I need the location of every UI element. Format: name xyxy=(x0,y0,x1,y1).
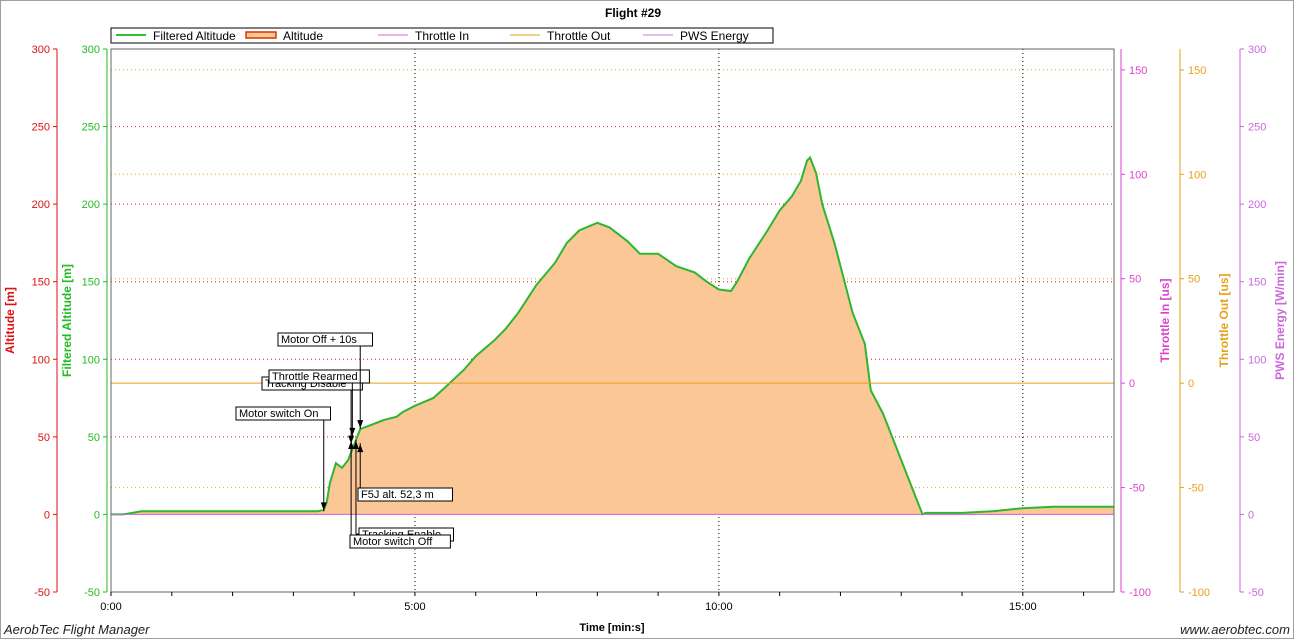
legend-swatch xyxy=(245,31,277,39)
axis-tick-label: 0 xyxy=(1188,378,1194,390)
event-marker: Throttle Rearmed xyxy=(268,369,370,437)
event-arrow xyxy=(357,444,364,453)
axis-label: Filtered Altitude [m] xyxy=(60,264,74,377)
axis-tick-label: 50 xyxy=(1248,432,1260,444)
axis-tick-label: 100 xyxy=(1188,169,1206,181)
event-arrow xyxy=(357,420,364,429)
axis-tick-label: 300 xyxy=(32,44,50,56)
event-label: Motor Off + 10s xyxy=(281,334,357,346)
axis-tick-label: -50 xyxy=(1129,483,1145,495)
event-arrow xyxy=(348,435,355,444)
altitude-area xyxy=(111,155,1114,516)
axis-tick-label: 0 xyxy=(1129,378,1135,390)
axis-tick-label: 100 xyxy=(82,354,100,366)
axis-tick-label: 150 xyxy=(1129,65,1147,77)
legend-label: Throttle In xyxy=(415,29,469,43)
event-arrow xyxy=(348,440,355,449)
footer-website[interactable]: www.aerobtec.com xyxy=(1180,622,1290,637)
x-axis-label: Time [min:s] xyxy=(579,622,645,634)
event-label-box xyxy=(277,332,373,347)
filtered-altitude-line xyxy=(111,155,1114,516)
axis-tick-label: 100 xyxy=(1248,354,1266,366)
axis-tick-label: -50 xyxy=(1248,587,1264,599)
axis-tick-label: 250 xyxy=(82,122,100,134)
axis-tick-label: 150 xyxy=(1248,277,1266,289)
footer-app-name: AerobTec Flight Manager xyxy=(3,622,150,637)
x-tick-label: 15:00 xyxy=(1009,601,1037,613)
event-label-box xyxy=(268,369,370,384)
axis-label: PWS Energy [W/min] xyxy=(1273,261,1287,380)
event-label-box xyxy=(235,406,331,421)
axis-tick-label: 150 xyxy=(1188,65,1206,77)
axis-tick-label: 150 xyxy=(82,277,100,289)
event-arrow xyxy=(352,440,359,449)
axis-label: Throttle Out [us] xyxy=(1217,274,1231,368)
axis-tick-label: 200 xyxy=(82,199,100,211)
axis-tick-label: 250 xyxy=(32,122,50,134)
axis-tick-label: 250 xyxy=(1248,122,1266,134)
event-label: Motor switch On xyxy=(239,408,318,420)
event-marker: Motor switch Off xyxy=(348,439,451,549)
event-label-box xyxy=(349,534,451,549)
x-tick-label: 5:00 xyxy=(404,601,425,613)
axis-tick-label: 300 xyxy=(1248,44,1266,56)
axis-tick-label: -50 xyxy=(84,587,100,599)
altitude-fill xyxy=(111,157,1114,515)
axis-tick-label: 50 xyxy=(38,432,50,444)
axis-label: Altitude [m] xyxy=(3,287,17,354)
axis-tick-label: 50 xyxy=(1188,274,1200,286)
chart-axes: 0:00 5:00 10:00 15:00 -50 0 50 100 150 200 250 300 A… xyxy=(3,44,1287,613)
axis-tick-label: 50 xyxy=(1129,274,1141,286)
legend-label: Filtered Altitude xyxy=(153,29,236,43)
event-marker: F5J alt. 52,3 m xyxy=(357,443,453,502)
event-label: Motor switch Off xyxy=(353,536,433,548)
axis-tick-label: 50 xyxy=(88,432,100,444)
event-marker: Motor Off + 10s xyxy=(277,332,373,430)
plot-area-border xyxy=(110,48,1115,593)
chart-legend: Filtered Altitude Altitude Throttle In Thro… xyxy=(110,27,774,44)
legend-label: PWS Energy xyxy=(680,29,749,43)
axis-tick-label: 100 xyxy=(32,354,50,366)
axis-tick-label: -50 xyxy=(34,587,50,599)
chart-title: Flight #29 xyxy=(605,6,661,20)
x-tick-label: 0:00 xyxy=(100,601,121,613)
axis-tick-label: -50 xyxy=(1188,483,1204,495)
axis-tick-label: 100 xyxy=(1129,169,1147,181)
event-marker: Motor switch On xyxy=(235,406,331,512)
axis-tick-label: 150 xyxy=(32,277,50,289)
axis-tick-label: 300 xyxy=(82,44,100,56)
event-label-box xyxy=(357,487,453,502)
axis-tick-label: 200 xyxy=(1248,199,1266,211)
event-label: F5J alt. 52,3 m xyxy=(361,489,434,501)
legend-label: Throttle Out xyxy=(547,29,611,43)
axis-tick-label: 200 xyxy=(32,199,50,211)
x-tick-label: 10:00 xyxy=(705,601,733,613)
axis-tick-label: 0 xyxy=(44,509,50,521)
axis-tick-label: 0 xyxy=(1248,509,1254,521)
event-arrow xyxy=(349,427,356,436)
axis-label: Throttle In [us] xyxy=(1158,279,1172,363)
axis-tick-label: -100 xyxy=(1188,587,1210,599)
axis-tick-label: 0 xyxy=(94,509,100,521)
event-label: Throttle Rearmed xyxy=(272,371,358,383)
legend-label: Altitude xyxy=(283,29,323,43)
event-arrow xyxy=(320,502,327,511)
axis-tick-label: -100 xyxy=(1129,587,1151,599)
